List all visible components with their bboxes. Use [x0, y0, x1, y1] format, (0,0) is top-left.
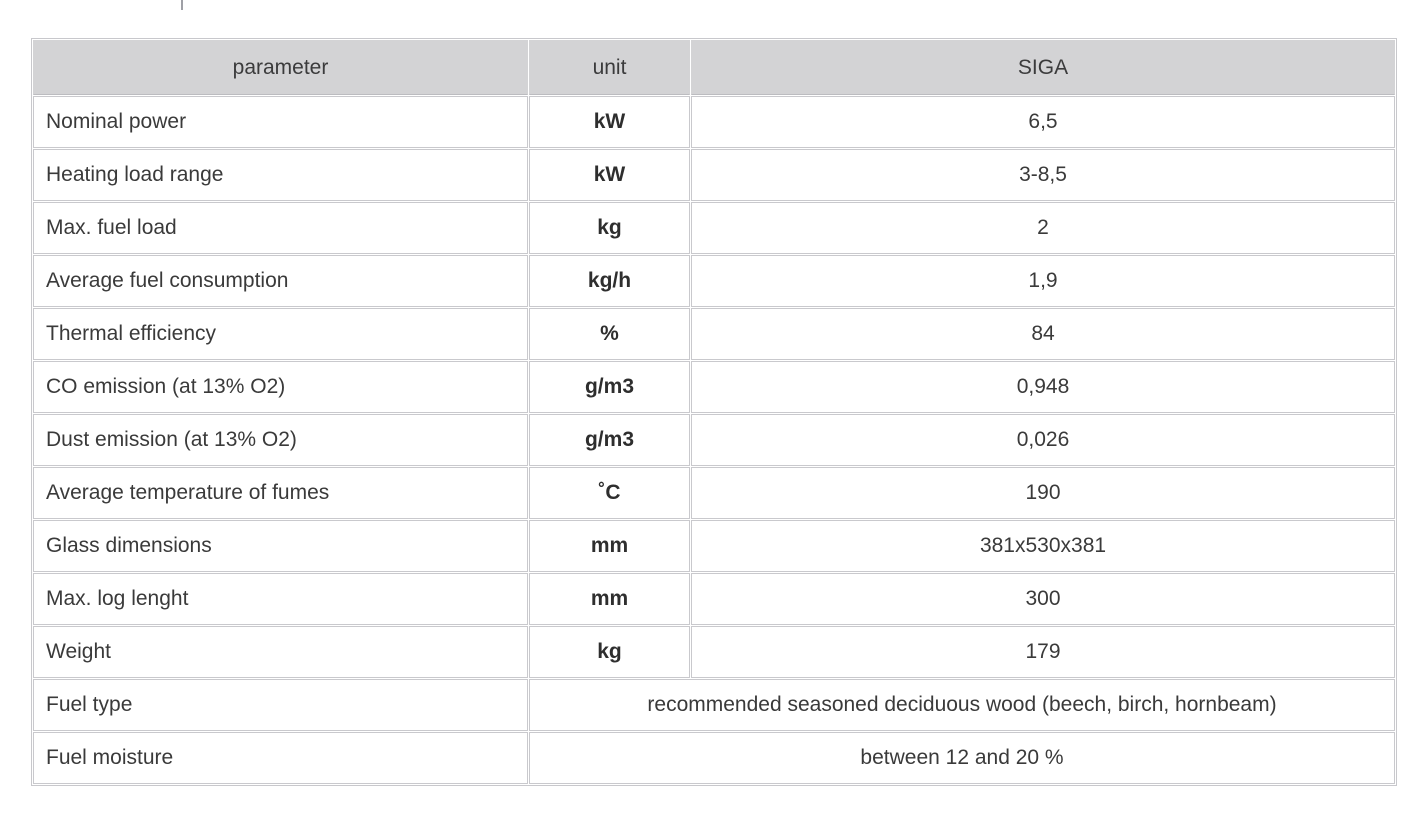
merged-value-cell: recommended seasoned deciduous wood (bee…	[529, 679, 1395, 731]
table-row: Max. log lenght mm 300	[33, 573, 1395, 625]
unit-cell: g/m3	[529, 361, 690, 413]
value-cell: 6,5	[691, 96, 1395, 148]
parameter-cell: Average fuel consumption	[33, 255, 528, 307]
column-header-siga: SIGA	[691, 40, 1395, 95]
value-cell: 3-8,5	[691, 149, 1395, 201]
value-cell: 300	[691, 573, 1395, 625]
parameter-cell: Dust emission (at 13% O2)	[33, 414, 528, 466]
parameter-cell: Fuel moisture	[33, 732, 528, 784]
column-header-parameter: parameter	[33, 40, 528, 95]
parameter-cell: Nominal power	[33, 96, 528, 148]
column-header-unit: unit	[529, 40, 690, 95]
unit-cell: mm	[529, 520, 690, 572]
parameter-cell: Average temperature of fumes	[33, 467, 528, 519]
table-row: Nominal power kW 6,5	[33, 96, 1395, 148]
table-row: Average temperature of fumes ˚C 190	[33, 467, 1395, 519]
parameter-cell: Weight	[33, 626, 528, 678]
unit-cell: kg/h	[529, 255, 690, 307]
parameter-cell: CO emission (at 13% O2)	[33, 361, 528, 413]
unit-cell: kW	[529, 96, 690, 148]
table-row: Weight kg 179	[33, 626, 1395, 678]
table-row-spanning: Fuel type recommended seasoned deciduous…	[33, 679, 1395, 731]
specifications-table: parameter unit SIGA Nominal power kW 6,5…	[31, 38, 1397, 786]
unit-cell: kg	[529, 202, 690, 254]
unit-cell: mm	[529, 573, 690, 625]
parameter-cell: Max. log lenght	[33, 573, 528, 625]
value-cell: 2	[691, 202, 1395, 254]
table-row: Thermal efficiency % 84	[33, 308, 1395, 360]
parameter-cell: Max. fuel load	[33, 202, 528, 254]
value-cell: 381x530x381	[691, 520, 1395, 572]
table-row: CO emission (at 13% O2) g/m3 0,948	[33, 361, 1395, 413]
value-cell: 1,9	[691, 255, 1395, 307]
table-body: Nominal power kW 6,5 Heating load range …	[33, 96, 1395, 784]
unit-cell: kW	[529, 149, 690, 201]
value-cell: 0,948	[691, 361, 1395, 413]
vertical-tick-mark	[181, 0, 183, 10]
merged-value-cell: between 12 and 20 %	[529, 732, 1395, 784]
table-row: Max. fuel load kg 2	[33, 202, 1395, 254]
value-cell: 179	[691, 626, 1395, 678]
table-row: Heating load range kW 3-8,5	[33, 149, 1395, 201]
unit-cell: g/m3	[529, 414, 690, 466]
parameter-cell: Heating load range	[33, 149, 528, 201]
unit-cell: %	[529, 308, 690, 360]
table-row-spanning: Fuel moisture between 12 and 20 %	[33, 732, 1395, 784]
unit-cell: ˚C	[529, 467, 690, 519]
value-cell: 0,026	[691, 414, 1395, 466]
table-row: Glass dimensions mm 381x530x381	[33, 520, 1395, 572]
table-row: Average fuel consumption kg/h 1,9	[33, 255, 1395, 307]
table-row: Dust emission (at 13% O2) g/m3 0,026	[33, 414, 1395, 466]
parameter-cell: Glass dimensions	[33, 520, 528, 572]
parameter-cell: Thermal efficiency	[33, 308, 528, 360]
header-row: parameter unit SIGA	[33, 40, 1395, 95]
unit-cell: kg	[529, 626, 690, 678]
value-cell: 84	[691, 308, 1395, 360]
value-cell: 190	[691, 467, 1395, 519]
parameter-cell: Fuel type	[33, 679, 528, 731]
